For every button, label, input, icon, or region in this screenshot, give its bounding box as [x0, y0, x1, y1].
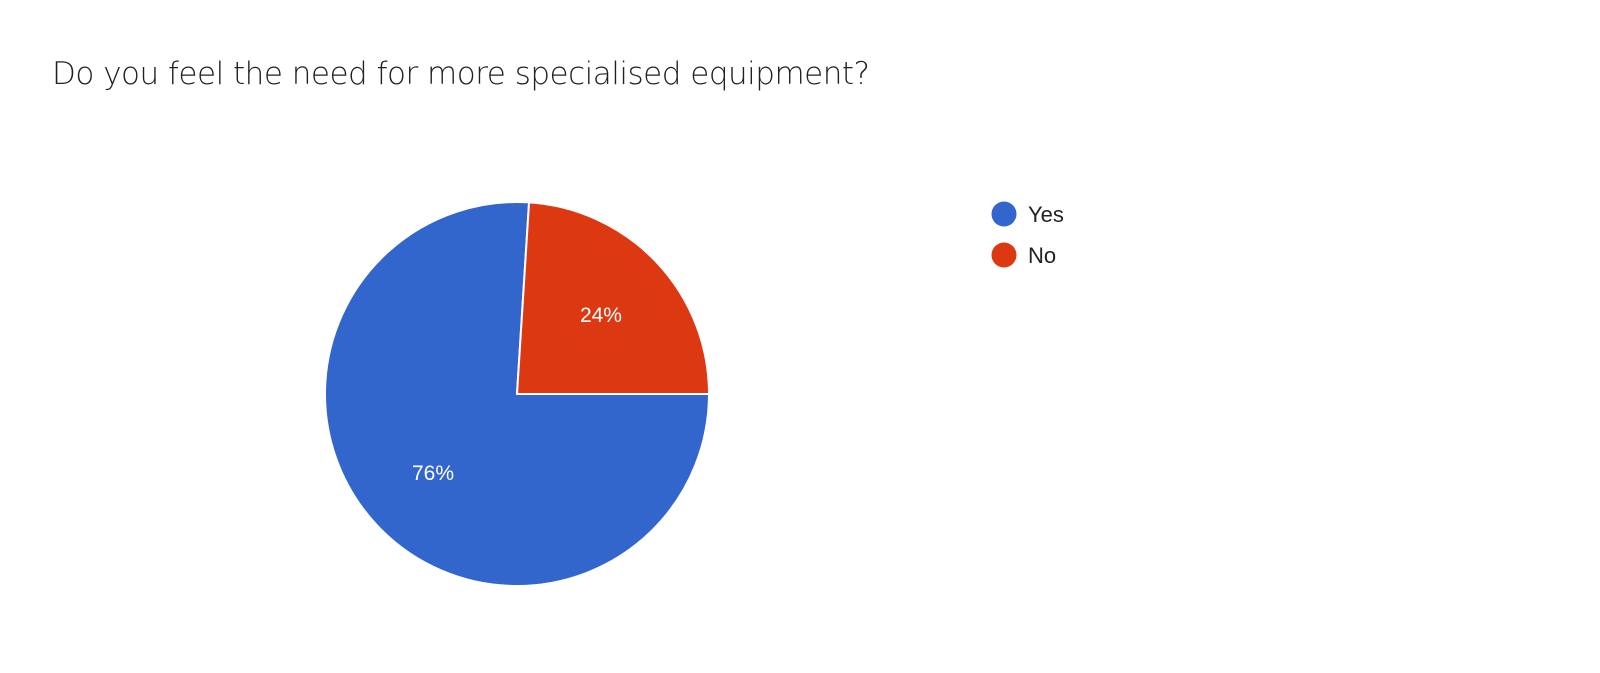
data-label-no: 24%	[580, 304, 622, 327]
legend-label-no: No	[1028, 243, 1056, 268]
legend-marker-yes	[991, 201, 1017, 227]
legend-label-yes: Yes	[1028, 202, 1064, 227]
data-label-yes: 76%	[412, 462, 454, 485]
chart-title: Do you feel the need for more specialise…	[52, 56, 870, 92]
pie-slice-no[interactable]	[515, 201, 711, 395]
legend-marker-no	[991, 242, 1017, 268]
pie-slice-yes[interactable]	[324, 201, 711, 587]
